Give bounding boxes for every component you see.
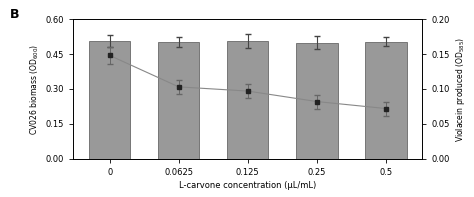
Text: B: B [10, 8, 20, 21]
Y-axis label: CV026 biomass (OD$_{600}$): CV026 biomass (OD$_{600}$) [29, 43, 41, 135]
Bar [296, 43, 337, 159]
Bar [365, 42, 407, 159]
Bar [89, 41, 130, 159]
Bar [158, 42, 200, 159]
X-axis label: L-carvone concentration (μL/mL): L-carvone concentration (μL/mL) [179, 181, 317, 190]
Bar [227, 41, 268, 159]
Y-axis label: Violacein produced (OD$_{585}$): Violacein produced (OD$_{585}$) [454, 36, 467, 142]
